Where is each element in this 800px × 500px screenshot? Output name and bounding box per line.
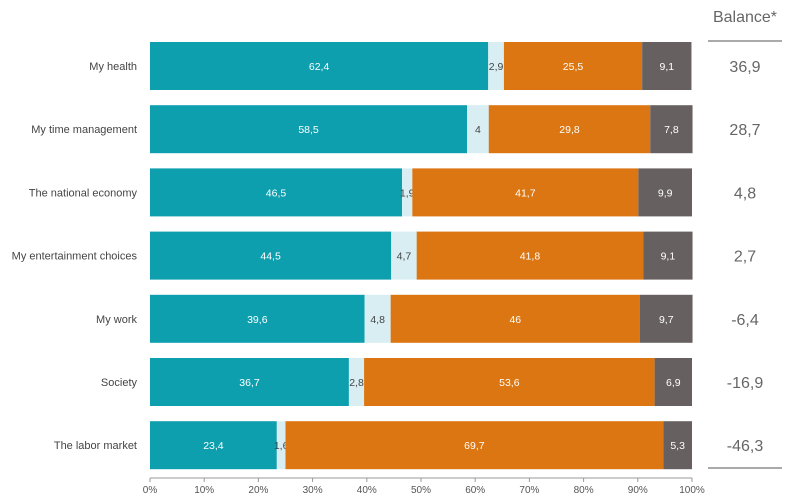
balance-value: 28,7 (729, 122, 760, 139)
category-label: The national economy (29, 187, 138, 199)
x-tick-label: 40% (357, 485, 377, 496)
bar-value-label: 4 (475, 124, 481, 136)
balance-value: 4,8 (734, 185, 756, 202)
bar-segment (364, 358, 655, 406)
bar-segment (467, 105, 489, 154)
x-axis: 0% 10% 20% 30% 40% 50% 60% 70% 80% 90% 100% (143, 477, 705, 496)
bar-segment (416, 231, 644, 280)
bar-value-label: 2,9 (489, 61, 504, 73)
x-tick-label: 50% (411, 485, 431, 496)
bar-segment (503, 42, 643, 90)
x-tick-label: 100% (679, 485, 705, 496)
bar-value-label: 9,1 (659, 61, 674, 73)
bar-segment (348, 358, 365, 406)
bar-value-label: 4,7 (397, 251, 412, 263)
bar-segment (150, 294, 365, 343)
bar-value-label: 46,5 (266, 187, 287, 199)
bar-segment (150, 105, 468, 154)
bar-value-label: 36,7 (239, 377, 260, 389)
bar-value-label: 25,5 (563, 61, 584, 73)
bar-value-label: 23,4 (203, 440, 224, 452)
x-tick-label: 30% (303, 485, 323, 496)
bar-value-label: 44,5 (260, 251, 281, 263)
bar-segment (150, 358, 349, 406)
balance-value: -16,9 (727, 375, 764, 392)
bar-segment (150, 421, 277, 470)
bar-value-label: 2,8 (349, 377, 364, 389)
x-tick-label: 90% (628, 485, 648, 496)
balance-value: -46,3 (727, 438, 764, 455)
bars-layer: 62,4 2,9 25,5 9,1 58,5 4 29,8 7,8 46,5 1,9 41,7 9,9… (150, 42, 693, 470)
bar-value-label: 4,8 (370, 314, 385, 326)
bar-value-label: 1,6 (274, 440, 289, 452)
balance-value: 2,7 (734, 249, 756, 266)
bar-value-label: 7,8 (664, 124, 679, 136)
bar-segment (639, 294, 693, 343)
bar-value-label: 5,3 (670, 440, 685, 452)
balance-header: Balance* (713, 9, 777, 26)
bar-value-label: 58,5 (298, 124, 319, 136)
balance-column: Balance* 36,9 28,7 4,8 2,7 -6,4 -16,9 -46,3 (708, 9, 782, 469)
bar-segment (150, 231, 392, 280)
bar-value-label: 41,8 (520, 251, 541, 263)
bar-value-label: 6,9 (666, 377, 681, 389)
bar-value-label: 46 (509, 314, 521, 326)
bar-segment (276, 421, 286, 470)
bar-segment (150, 168, 403, 217)
bar-segment (391, 231, 417, 280)
bar-value-label: 9,7 (659, 314, 674, 326)
category-label: My work (96, 314, 137, 326)
bar-segment (285, 421, 664, 470)
category-label: The labor market (54, 440, 137, 452)
x-tick-label: 60% (465, 485, 485, 496)
bar-value-label: 41,7 (515, 187, 536, 199)
bar-value-label: 53,6 (499, 377, 520, 389)
balance-value: -6,4 (731, 312, 759, 329)
x-tick-label: 10% (194, 485, 214, 496)
category-label: Society (101, 377, 138, 389)
category-labels: My health My time management The national … (12, 61, 138, 452)
category-label: My time management (31, 124, 137, 136)
bar-segment (364, 294, 391, 343)
bar-value-label: 62,4 (309, 61, 330, 73)
bar-segment (412, 168, 639, 217)
bar-segment (643, 231, 693, 280)
bar-value-label: 29,8 (559, 124, 580, 136)
bar-segment (654, 358, 692, 406)
bar-segment (402, 168, 413, 217)
bar-segment (638, 168, 692, 217)
bar-segment (390, 294, 640, 343)
x-tick-label: 80% (574, 485, 594, 496)
bar-segment (663, 421, 692, 470)
category-label: My entertainment choices (12, 251, 138, 263)
bar-value-label: 9,1 (661, 251, 676, 263)
x-tick-label: 70% (519, 485, 539, 496)
balance-value: 36,9 (729, 59, 760, 76)
bar-segment (488, 42, 504, 90)
bar-segment (650, 105, 693, 154)
x-tick-label: 0% (143, 485, 158, 496)
bar-value-label: 69,7 (464, 440, 485, 452)
bar-segment (488, 105, 651, 154)
bar-value-label: 39,6 (247, 314, 268, 326)
bar-segment (642, 42, 692, 90)
x-tick-label: 20% (248, 485, 268, 496)
bar-segment (150, 42, 489, 90)
bar-value-label: 1,9 (400, 187, 415, 199)
bar-value-label: 9,9 (658, 187, 673, 199)
category-label: My health (89, 61, 137, 73)
